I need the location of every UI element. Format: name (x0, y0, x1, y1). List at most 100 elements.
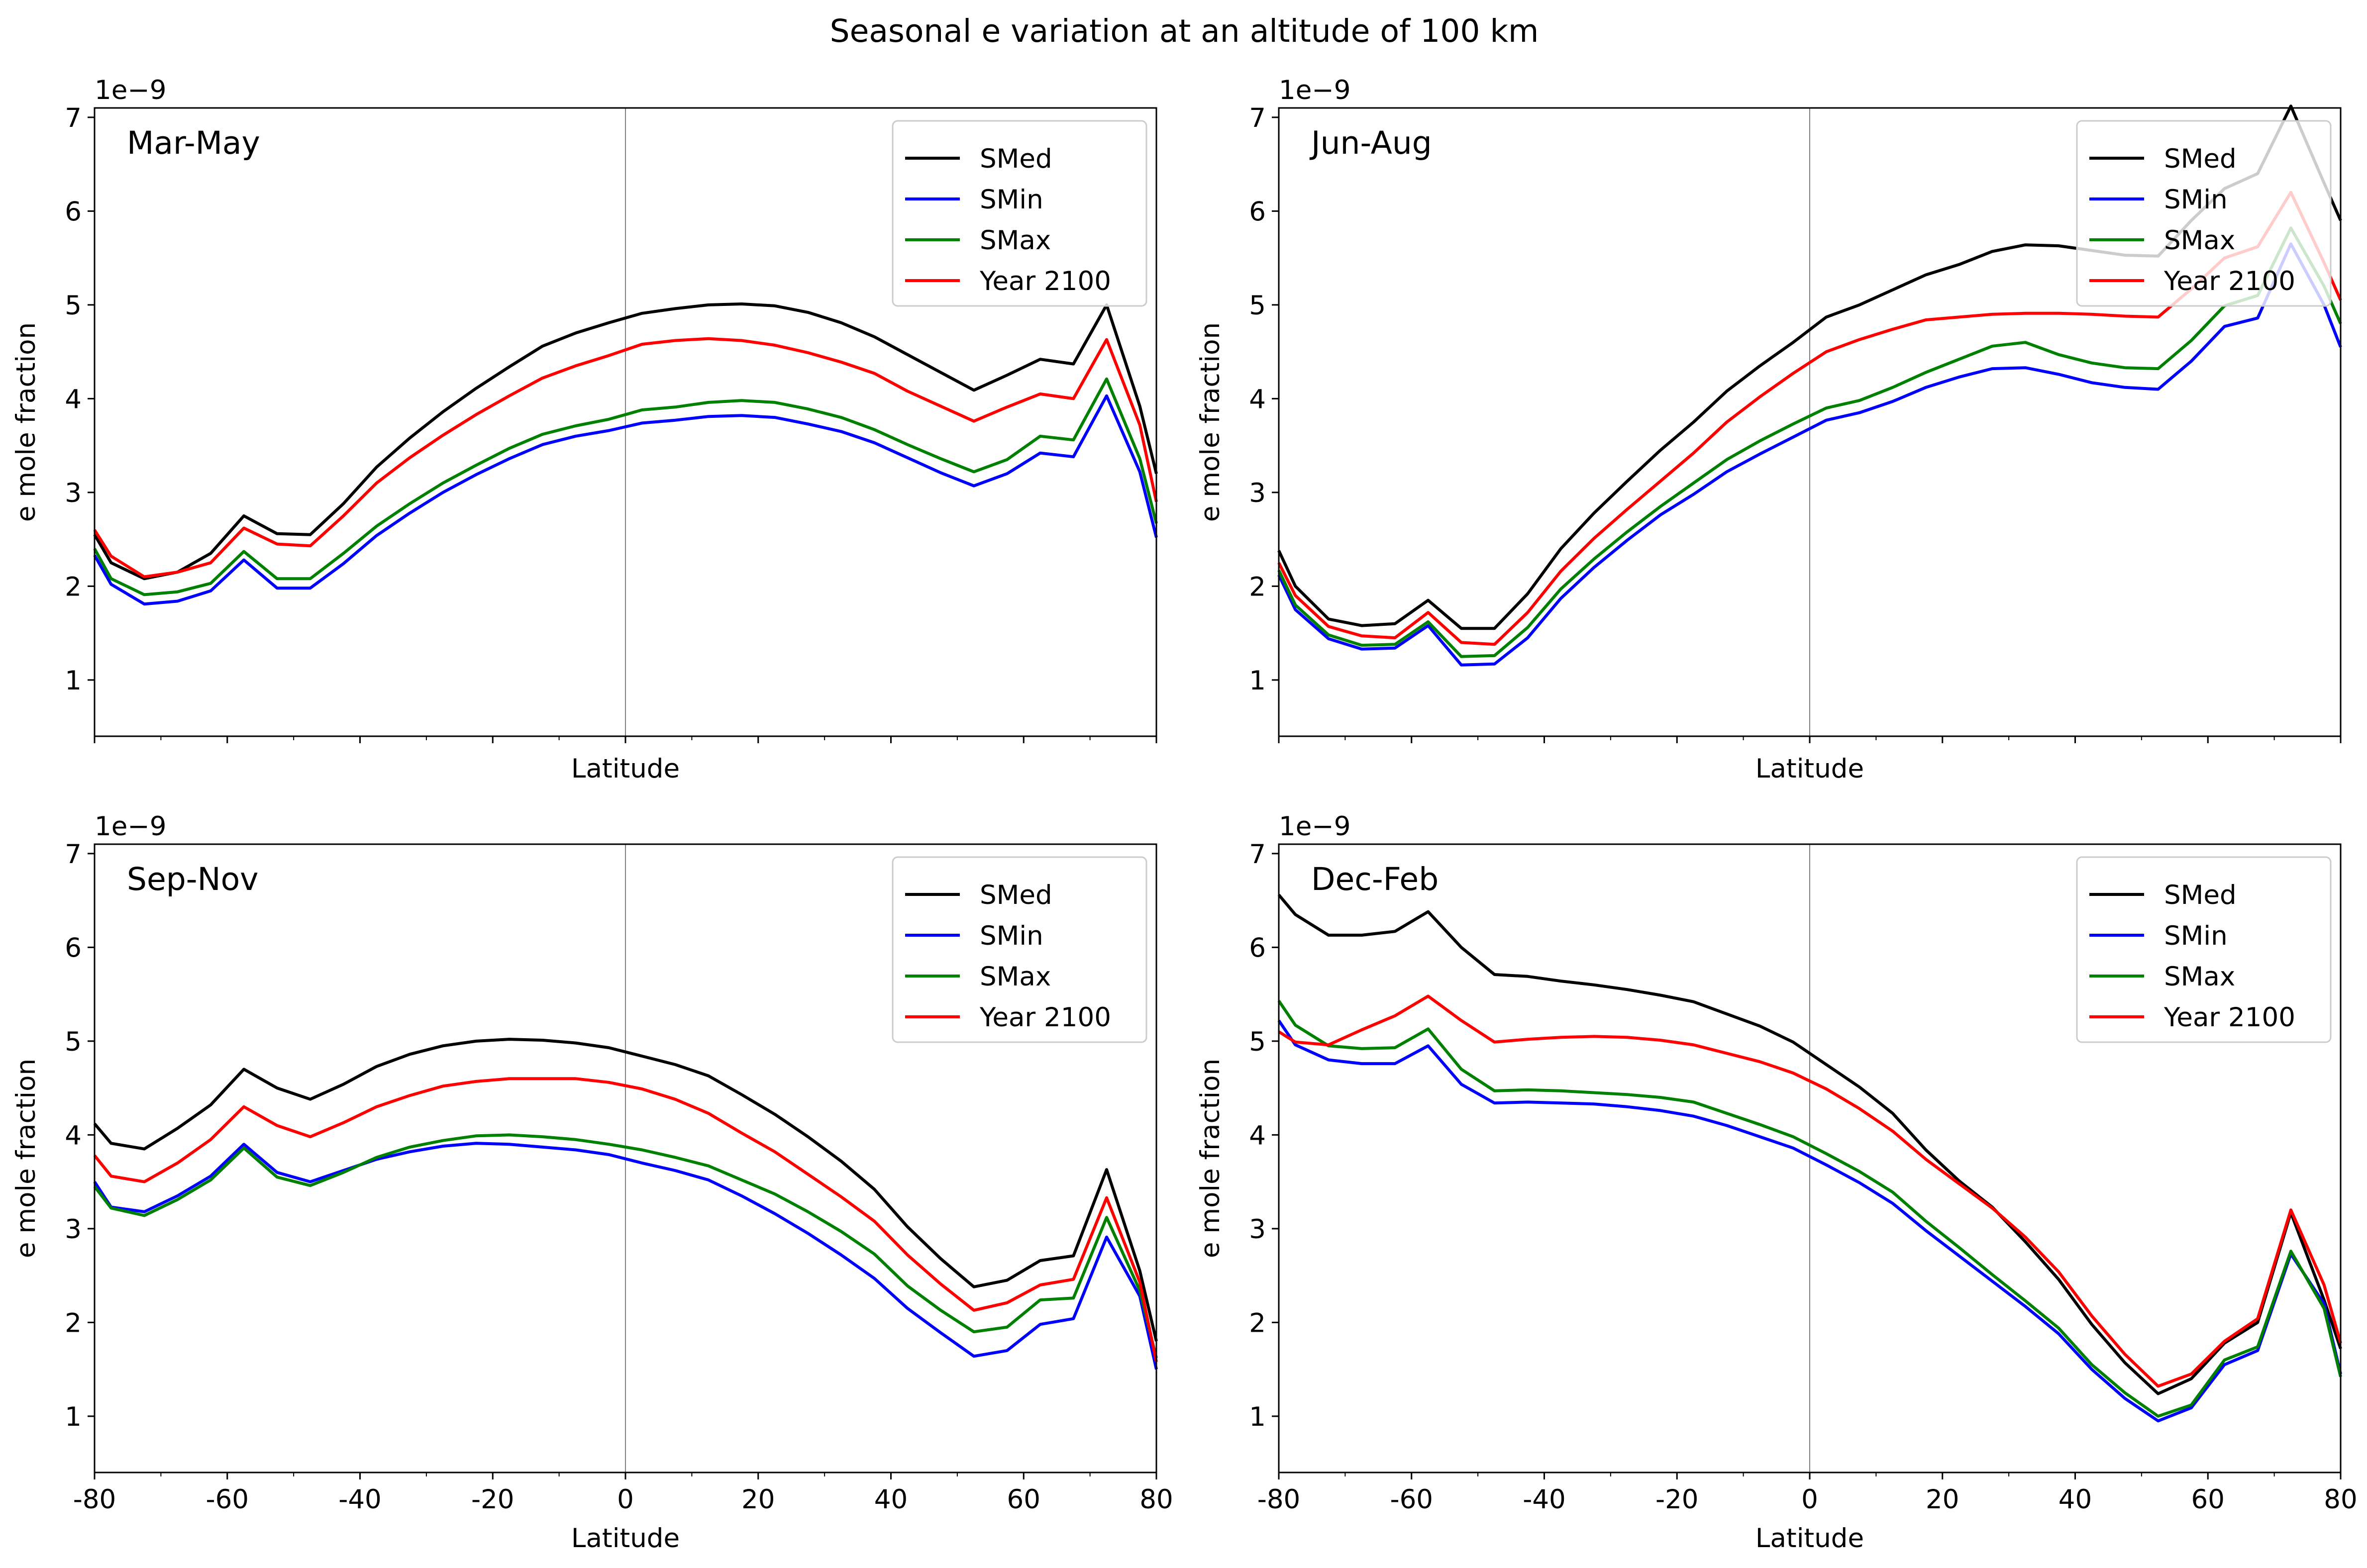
y-tick-label: 7 (1249, 103, 1266, 133)
y-tick-label: 5 (1249, 1027, 1266, 1057)
subplot-sep-nov: -80 -60 -40 -20 0 20 40 60 80 1 2 3 4 5 6 7 1e−9 Latitude… (11, 811, 1173, 1554)
legend-label-smed: SMed (980, 880, 1052, 910)
y-offset-label: 1e−9 (95, 75, 166, 105)
x-tick-label: -40 (1523, 1484, 1566, 1515)
x-axis-label: Latitude (571, 754, 680, 784)
x-tick-label: -20 (1655, 1484, 1699, 1515)
legend-box (2076, 120, 2332, 307)
y-axis-label: e mole fraction (1195, 322, 1226, 522)
legend-label-year-2100: Year 2100 (979, 1002, 1111, 1033)
y-tick-label: 2 (1249, 572, 1266, 602)
x-axis-label: Latitude (1755, 754, 1864, 784)
y-tick-label: 2 (65, 1308, 82, 1338)
y-axis-label: e mole fraction (1195, 1059, 1226, 1258)
x-tick-label: 20 (741, 1484, 775, 1515)
x-tick-label: 60 (2191, 1484, 2225, 1515)
season-label: Mar-May (127, 125, 260, 161)
legend-label-smin: SMin (980, 185, 1043, 215)
legend-label-smed: SMed (2164, 144, 2237, 174)
y-tick-label: 1 (1249, 666, 1266, 696)
legend-label-smax: SMax (2164, 962, 2235, 992)
legend-box (892, 856, 1147, 1043)
legend-label-year-2100: Year 2100 (2163, 1002, 2295, 1033)
y-axis-label: e mole fraction (11, 1059, 41, 1258)
series-line-smed (93, 302, 1158, 581)
season-label: Jun-Aug (1309, 125, 1432, 161)
y-tick-label: 7 (65, 839, 82, 870)
legend-label-smed: SMed (2164, 880, 2237, 910)
y-tick-label: 6 (1249, 933, 1266, 963)
y-offset-label: 1e−9 (1279, 75, 1350, 105)
subplot-dec-feb: -80 -60 -40 -20 0 20 40 60 80 1 2 3 4 5 6 7 1e−9 Latitude… (1195, 811, 2358, 1554)
y-tick-label: 6 (1249, 196, 1266, 227)
series-line-smax (1277, 1000, 2342, 1418)
y-tick-label: 1 (65, 1402, 82, 1432)
y-tick-label: 3 (65, 478, 82, 508)
x-tick-label: -80 (73, 1484, 116, 1515)
y-offset-label: 1e−9 (1279, 811, 1350, 842)
y-tick-label: 1 (1249, 1402, 1266, 1432)
x-tick-label: 80 (2324, 1484, 2357, 1515)
y-tick-label: 5 (65, 291, 82, 321)
y-tick-label: 4 (1249, 384, 1266, 414)
y-tick-label: 4 (65, 1120, 82, 1151)
x-axis-label: Latitude (1755, 1523, 1864, 1554)
y-tick-label: 3 (1249, 1214, 1266, 1245)
x-tick-label: -60 (206, 1484, 249, 1515)
x-tick-label: -80 (1257, 1484, 1301, 1515)
y-tick-label: 5 (65, 1027, 82, 1057)
legend: SMed SMin SMax Year 2100 (2076, 856, 2332, 1043)
legend-label-year-2100: Year 2100 (979, 266, 1111, 296)
series-line-smin (1277, 1019, 2342, 1423)
legend-label-smin: SMin (2164, 921, 2228, 951)
y-tick-label: 5 (1249, 291, 1266, 321)
legend-label-smed: SMed (980, 144, 1052, 174)
y-tick-label: 6 (65, 196, 82, 227)
figure-title: Seasonal e variation at an altitude of 1… (830, 13, 1539, 49)
series-line-year-2100 (93, 1077, 1158, 1363)
y-tick-label: 2 (1249, 1308, 1266, 1338)
y-offset-label: 1e−9 (95, 811, 166, 842)
x-tick-label: -60 (1390, 1484, 1433, 1515)
y-tick-label: 4 (65, 384, 82, 414)
legend-label-smax: SMax (980, 962, 1051, 992)
x-tick-label: 0 (1801, 1484, 1818, 1515)
y-tick-label: 3 (65, 1214, 82, 1245)
x-tick-label: 20 (1926, 1484, 1959, 1515)
series-line-smed (1277, 893, 2342, 1395)
legend-label-smax: SMax (980, 225, 1051, 256)
series-line-smin (93, 394, 1158, 606)
subplot-jun-aug: 1 2 3 4 5 6 7 1e−9 Latitude e mole fraction Jun-Au… (1195, 75, 2342, 784)
series-line-year-2100 (93, 337, 1158, 579)
subplot-mar-may: 1 2 3 4 5 6 7 1e−9 Latitude e mole fraction Mar-Ma… (11, 75, 1158, 784)
season-label: Dec-Feb (1311, 861, 1439, 897)
legend-label-year-2100: Year 2100 (2163, 266, 2295, 296)
y-tick-label: 4 (1249, 1120, 1266, 1151)
y-tick-label: 3 (1249, 478, 1266, 508)
legend: SMed SMin SMax Year 2100 (2076, 120, 2332, 307)
series-line-smin (93, 1142, 1158, 1370)
season-label: Sep-Nov (127, 861, 258, 897)
x-tick-label: 40 (874, 1484, 908, 1515)
series-line-year-2100 (1278, 994, 2342, 1388)
series-line-smax (93, 377, 1158, 596)
x-tick-label: -20 (471, 1484, 515, 1515)
x-axis-label: Latitude (571, 1523, 680, 1554)
y-tick-label: 7 (65, 103, 82, 133)
legend-box (892, 120, 1147, 307)
y-tick-label: 1 (65, 666, 82, 696)
x-tick-label: 80 (1139, 1484, 1173, 1515)
x-tick-label: 0 (617, 1484, 634, 1515)
series-line-smax (93, 1133, 1158, 1359)
legend: SMed SMin SMax Year 2100 (892, 856, 1147, 1043)
legend-label-smin: SMin (2164, 185, 2228, 215)
series-line-smin (1277, 242, 2342, 667)
y-axis-label: e mole fraction (11, 322, 41, 522)
series-line-smed (93, 1038, 1158, 1342)
x-tick-label: 40 (2058, 1484, 2092, 1515)
legend-label-smax: SMax (2164, 225, 2235, 256)
series-line-smax (1277, 226, 2342, 658)
legend: SMed SMin SMax Year 2100 (892, 120, 1147, 307)
y-tick-label: 7 (1249, 839, 1266, 870)
x-tick-label: 60 (1007, 1484, 1040, 1515)
